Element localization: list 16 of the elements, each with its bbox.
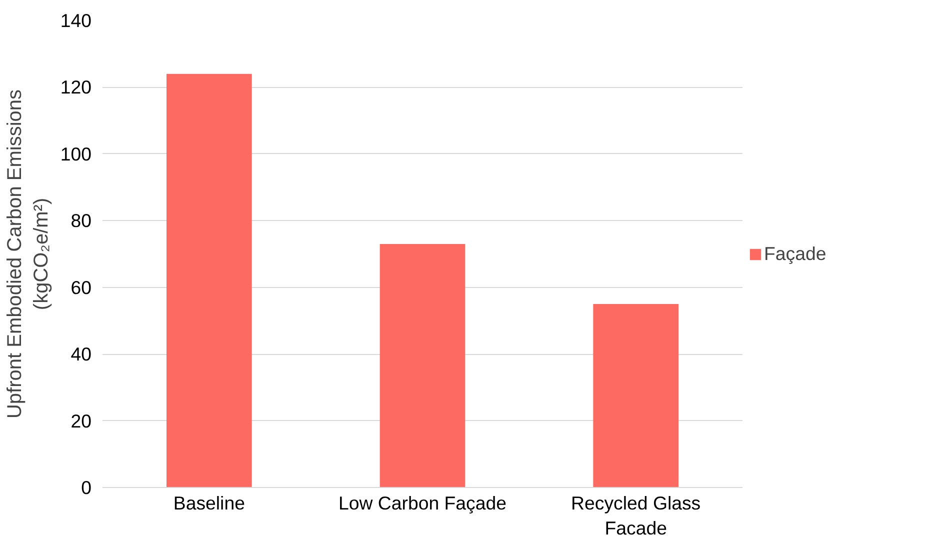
x-tick-label: Low Carbon Façade xyxy=(338,492,507,514)
y-tick-label: 0 xyxy=(81,477,92,498)
y-tick-label: 100 xyxy=(60,143,92,164)
y-tick-label: 140 xyxy=(60,10,92,31)
x-tick-label: Baseline xyxy=(173,492,245,514)
bar xyxy=(593,304,678,488)
bar xyxy=(166,74,252,488)
y-axis-title: Upfront Embodied Carbon Emissions (kgCO₂e/m²) xyxy=(4,89,52,419)
y-tick-label: 20 xyxy=(70,410,92,432)
y-tick-label: 80 xyxy=(70,210,92,232)
y-tick-label: 60 xyxy=(70,276,92,298)
bar xyxy=(380,244,466,488)
x-tick-label: Recycled Glass Facade xyxy=(571,492,701,539)
y-tick-label: 120 xyxy=(60,76,92,98)
legend-label: Façade xyxy=(764,242,826,264)
y-tick-label: 40 xyxy=(70,344,92,365)
